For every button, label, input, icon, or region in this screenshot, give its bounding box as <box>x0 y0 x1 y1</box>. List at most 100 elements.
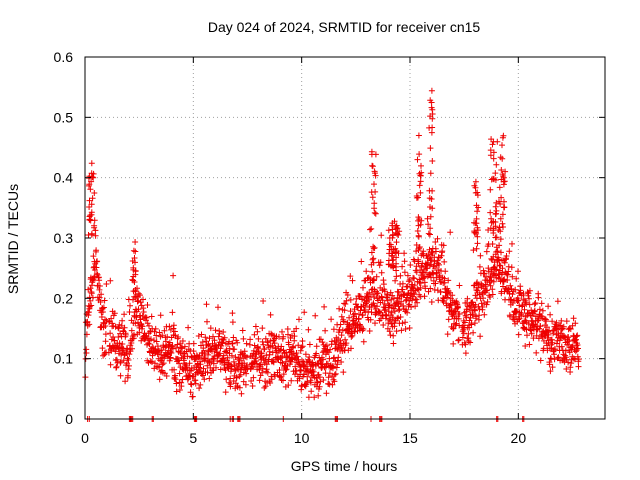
data-point <box>535 317 542 323</box>
data-point <box>168 350 175 356</box>
data-point <box>153 338 160 345</box>
chart-title: Day 024 of 2024, SRMTID for receiver cn1… <box>208 19 481 35</box>
data-point <box>306 341 313 348</box>
data-point <box>483 248 490 255</box>
data-point <box>358 258 365 265</box>
data-point <box>121 311 128 318</box>
data-point <box>481 311 488 318</box>
data-point <box>380 281 387 288</box>
data-point <box>531 307 538 314</box>
data-point <box>456 311 463 317</box>
data-point <box>92 232 99 239</box>
data-point <box>179 338 186 344</box>
data-point <box>189 393 196 400</box>
data-point <box>526 295 532 302</box>
data-point <box>190 340 197 347</box>
data-point <box>499 142 505 149</box>
y-tick-label: 0.5 <box>54 109 74 125</box>
data-point <box>126 362 132 369</box>
data-point <box>493 234 500 241</box>
y-tick-labels: 0 0.1 0.2 0.3 0.4 0.5 0.6 <box>54 49 74 427</box>
data-point <box>483 301 490 308</box>
data-point <box>246 341 253 348</box>
data-point <box>220 352 227 359</box>
data-point <box>115 324 122 331</box>
data-point <box>148 313 155 320</box>
data-point <box>469 312 476 319</box>
data-point <box>159 332 166 339</box>
data-point <box>427 97 434 104</box>
data-point <box>398 298 405 305</box>
data-point <box>490 227 497 234</box>
data-point <box>323 390 330 397</box>
data-points <box>82 87 582 422</box>
data-point <box>346 314 353 321</box>
data-point <box>563 318 570 325</box>
data-point <box>556 322 563 329</box>
data-point <box>473 215 480 222</box>
data-point <box>130 264 137 271</box>
data-point <box>133 314 140 321</box>
data-point <box>363 268 370 275</box>
data-point <box>441 279 448 286</box>
data-point <box>479 304 486 310</box>
data-point <box>463 306 470 313</box>
data-point <box>284 326 291 332</box>
data-point <box>501 276 508 283</box>
data-point <box>266 348 273 355</box>
data-point <box>299 338 306 344</box>
data-point <box>508 296 515 303</box>
data-point <box>427 231 433 238</box>
data-point <box>501 259 508 266</box>
data-point <box>496 184 503 191</box>
data-point <box>404 283 411 290</box>
data-point <box>156 329 163 336</box>
data-point <box>474 192 481 199</box>
data-point <box>427 225 434 232</box>
data-point <box>431 258 438 265</box>
data-point <box>544 328 551 335</box>
data-point <box>178 383 185 390</box>
data-point <box>280 371 287 378</box>
data-point <box>94 258 101 265</box>
data-point <box>132 239 139 245</box>
data-point <box>515 297 522 304</box>
data-point <box>248 378 255 384</box>
data-point <box>308 388 315 395</box>
data-point <box>390 264 397 271</box>
data-point <box>401 291 408 298</box>
data-point <box>215 333 222 340</box>
data-point <box>447 229 454 236</box>
data-point <box>347 308 354 315</box>
data-point <box>132 271 139 278</box>
data-point <box>392 277 399 284</box>
data-point <box>242 381 249 388</box>
axis-ticks <box>84 56 605 420</box>
data-point <box>88 302 95 309</box>
data-point <box>342 301 349 307</box>
data-point <box>86 213 93 220</box>
data-point <box>176 370 183 377</box>
data-point <box>489 291 496 298</box>
data-point <box>152 360 158 367</box>
data-point <box>119 341 126 347</box>
data-point <box>156 364 163 371</box>
data-point <box>499 134 506 141</box>
data-point <box>99 345 106 352</box>
data-point <box>148 336 154 343</box>
data-point <box>342 336 349 343</box>
data-point <box>335 354 342 361</box>
data-point <box>526 341 533 348</box>
data-point <box>480 295 487 302</box>
data-point <box>538 300 545 307</box>
data-point <box>380 322 387 328</box>
data-point <box>552 346 559 353</box>
data-point <box>530 335 537 342</box>
data-point <box>371 294 378 301</box>
data-point <box>196 385 203 392</box>
data-point <box>325 380 332 387</box>
data-point <box>416 244 423 250</box>
data-point <box>401 269 408 276</box>
data-point <box>472 307 479 314</box>
data-point <box>487 147 494 154</box>
